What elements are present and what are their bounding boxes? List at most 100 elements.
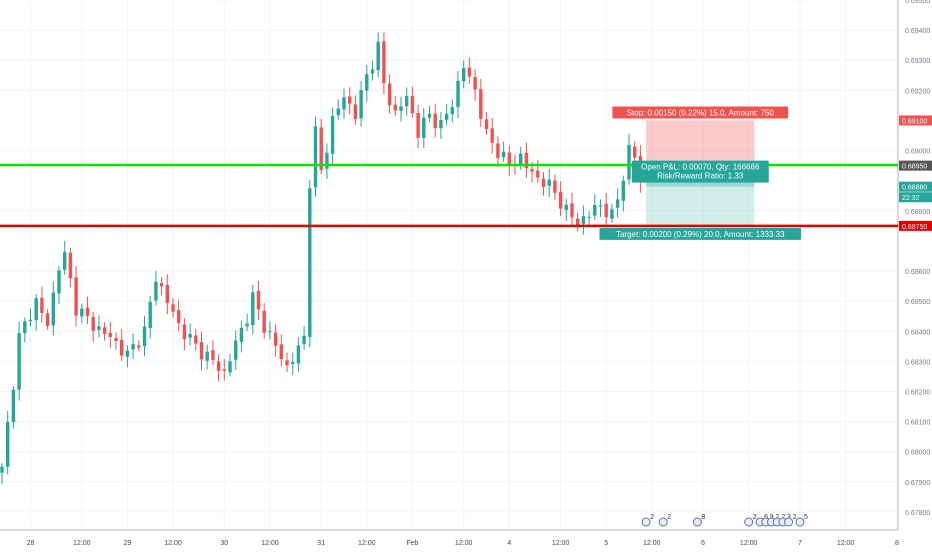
- candle-up: [370, 69, 375, 74]
- candle-down: [120, 339, 124, 356]
- candle-up: [23, 321, 27, 334]
- candle-down: [507, 152, 511, 166]
- candle-down: [553, 180, 557, 193]
- candle-down: [74, 277, 78, 316]
- candle-up: [131, 344, 135, 350]
- event-marker-icon[interactable]: [744, 517, 754, 527]
- candle-down: [496, 143, 500, 158]
- candle-up: [28, 319, 33, 322]
- candle-down: [45, 313, 50, 327]
- candle-up: [228, 361, 232, 373]
- stop-zone[interactable]: [646, 120, 755, 166]
- y-tick-label: 0.67800: [905, 510, 930, 517]
- event-marker-icon[interactable]: [658, 517, 668, 527]
- y-tick-label: 0.68600: [905, 269, 930, 276]
- event-marker-count: 2: [667, 514, 671, 521]
- candle-down: [473, 77, 477, 90]
- price-axis-label: 0.68750: [902, 224, 927, 231]
- x-tick-label: 31: [317, 540, 325, 547]
- event-marker-count: 8: [701, 514, 705, 521]
- candle-up: [462, 68, 466, 82]
- candle-down: [91, 317, 95, 331]
- candle-down: [159, 283, 164, 287]
- event-marker-count: 9: [770, 514, 774, 521]
- event-marker-icon[interactable]: [784, 517, 794, 527]
- x-tick-label: 12:00: [164, 540, 182, 547]
- event-marker-count: 2: [753, 514, 757, 521]
- event-marker-icon[interactable]: [641, 517, 651, 527]
- x-tick-label: 4: [507, 540, 511, 547]
- candle-up: [587, 216, 591, 218]
- candle-down: [387, 83, 392, 106]
- candle-down: [348, 96, 352, 104]
- candle-up: [598, 205, 603, 207]
- candle-up: [51, 292, 55, 326]
- stop-label: Stop: 0.00150 (0.22%) 15.0, Amount: 750: [627, 108, 775, 117]
- candle-up: [359, 89, 363, 119]
- x-tick-label: 12:00: [358, 540, 376, 547]
- price-axis-label: 22:32: [902, 195, 920, 202]
- event-marker-icon[interactable]: [795, 517, 805, 527]
- candle-up: [142, 326, 147, 347]
- candle-up: [439, 119, 443, 129]
- price-axis-label-bg: [899, 160, 932, 171]
- x-tick-label: 5: [604, 540, 608, 547]
- event-marker-count: 5: [804, 514, 808, 521]
- x-tick-label: 6: [701, 540, 705, 547]
- candle-up: [296, 345, 301, 364]
- candle-up: [627, 144, 631, 180]
- y-tick-label: 0.68800: [905, 209, 930, 216]
- y-tick-label: 0.68400: [905, 329, 930, 336]
- candle-up: [444, 113, 449, 120]
- x-tick-label: Feb: [406, 540, 418, 547]
- candle-down: [633, 146, 637, 158]
- candle-down: [393, 104, 397, 111]
- candle-up: [593, 205, 597, 216]
- candle-up: [34, 298, 38, 321]
- candle-up: [97, 326, 101, 330]
- candle-down: [171, 304, 175, 312]
- candle-down: [490, 128, 494, 143]
- x-tick-label: 12:00: [837, 540, 855, 547]
- candle-up: [17, 332, 21, 390]
- pnl-box: [631, 160, 769, 183]
- candle-up: [148, 301, 152, 328]
- candle-up: [427, 113, 432, 118]
- price-axis-label: 0.68880: [902, 185, 927, 192]
- candle-down: [222, 369, 226, 371]
- y-tick-label: 0.67900: [905, 480, 930, 487]
- event-marker-count: 2: [793, 514, 797, 521]
- candle-up: [547, 179, 551, 186]
- candle-down: [114, 337, 118, 341]
- candle-down: [256, 290, 261, 310]
- candle-down: [382, 41, 386, 84]
- candle-down: [410, 96, 415, 114]
- candle-up: [291, 362, 295, 364]
- candle-up: [313, 126, 318, 188]
- price-axis-label-bg: [899, 181, 932, 192]
- candle-up: [405, 95, 409, 107]
- candle-up: [80, 308, 84, 317]
- candle-down: [524, 152, 529, 169]
- candle-down: [262, 310, 266, 333]
- candle-down: [467, 67, 472, 77]
- event-marker-count: 2: [776, 514, 780, 521]
- event-marker-icon[interactable]: [692, 517, 702, 527]
- target-label: Target: 0.00200 (0.29%) 20.0, Amount: 13…: [616, 230, 785, 239]
- candle-up: [564, 204, 568, 210]
- candle-up: [365, 74, 369, 91]
- event-marker-count: 3: [787, 514, 791, 521]
- candle-down: [273, 332, 278, 346]
- y-tick-label: 0.69300: [905, 58, 930, 65]
- candle-up: [205, 351, 209, 361]
- candle-up: [245, 323, 249, 327]
- candle-up: [325, 152, 329, 169]
- y-tick-label: 0.68000: [905, 450, 930, 457]
- y-tick-label: 0.68500: [905, 299, 930, 306]
- x-tick-label: 12:00: [740, 540, 758, 547]
- x-tick-label: 12:00: [455, 540, 473, 547]
- candle-down: [177, 310, 181, 324]
- price-axis-label-bg: [899, 192, 932, 203]
